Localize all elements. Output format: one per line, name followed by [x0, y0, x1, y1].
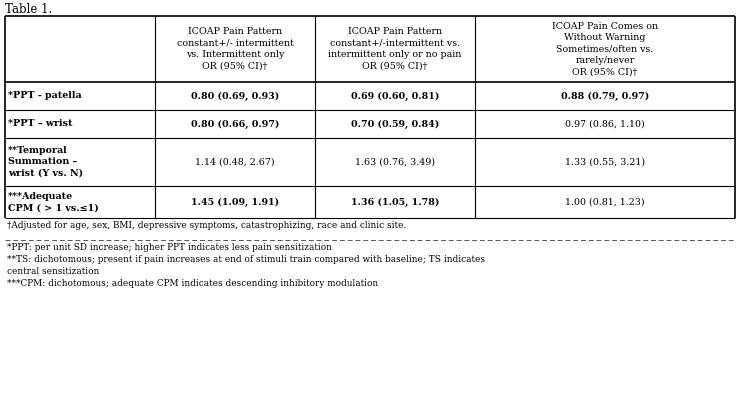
Text: *PPT: per unit SD increase; higher PPT indicates less pain sensitization
**TS: d: *PPT: per unit SD increase; higher PPT i… — [7, 243, 485, 288]
Text: 1.14 (0.48, 2.67): 1.14 (0.48, 2.67) — [195, 158, 275, 166]
Text: *PPT - patella: *PPT - patella — [8, 91, 81, 100]
Text: 0.80 (0.69, 0.93): 0.80 (0.69, 0.93) — [191, 91, 279, 100]
Text: 1.33 (0.55, 3.21): 1.33 (0.55, 3.21) — [565, 158, 645, 166]
Text: †Adjusted for age, sex, BMI, depressive symptoms, catastrophizing, race and clin: †Adjusted for age, sex, BMI, depressive … — [7, 221, 406, 230]
Text: 0.88 (0.79, 0.97): 0.88 (0.79, 0.97) — [561, 91, 649, 100]
Text: ICOAP Pain Pattern
constant+/-intermittent vs.
intermittent only or no pain
OR (: ICOAP Pain Pattern constant+/-intermitte… — [329, 27, 462, 71]
Text: 0.70 (0.59, 0.84): 0.70 (0.59, 0.84) — [351, 120, 439, 129]
Text: 0.69 (0.60, 0.81): 0.69 (0.60, 0.81) — [351, 91, 439, 100]
Text: ***Adequate
CPM ( > 1 vs.≤1): ***Adequate CPM ( > 1 vs.≤1) — [8, 192, 98, 212]
Text: 1.63 (0.76, 3.49): 1.63 (0.76, 3.49) — [355, 158, 435, 166]
Text: Table 1.: Table 1. — [5, 3, 53, 16]
Text: ICOAP Pain Pattern
constant+/- intermittent
vs. Intermittent only
OR (95% CI)†: ICOAP Pain Pattern constant+/- intermitt… — [177, 27, 294, 71]
Text: 1.45 (1.09, 1.91): 1.45 (1.09, 1.91) — [191, 198, 279, 207]
Text: **Temporal
Summation –
wrist (Y vs. N): **Temporal Summation – wrist (Y vs. N) — [8, 146, 83, 178]
Text: ICOAP Pain Comes on
Without Warning
Sometimes/often vs.
rarely/never
OR (95% CI): ICOAP Pain Comes on Without Warning Some… — [552, 22, 658, 76]
Text: 0.80 (0.66, 0.97): 0.80 (0.66, 0.97) — [191, 120, 279, 129]
Text: 1.00 (0.81, 1.23): 1.00 (0.81, 1.23) — [565, 198, 645, 207]
Text: 1.36 (1.05, 1.78): 1.36 (1.05, 1.78) — [351, 198, 439, 207]
Text: *PPT – wrist: *PPT – wrist — [8, 120, 73, 129]
Text: 0.97 (0.86, 1.10): 0.97 (0.86, 1.10) — [565, 120, 645, 129]
